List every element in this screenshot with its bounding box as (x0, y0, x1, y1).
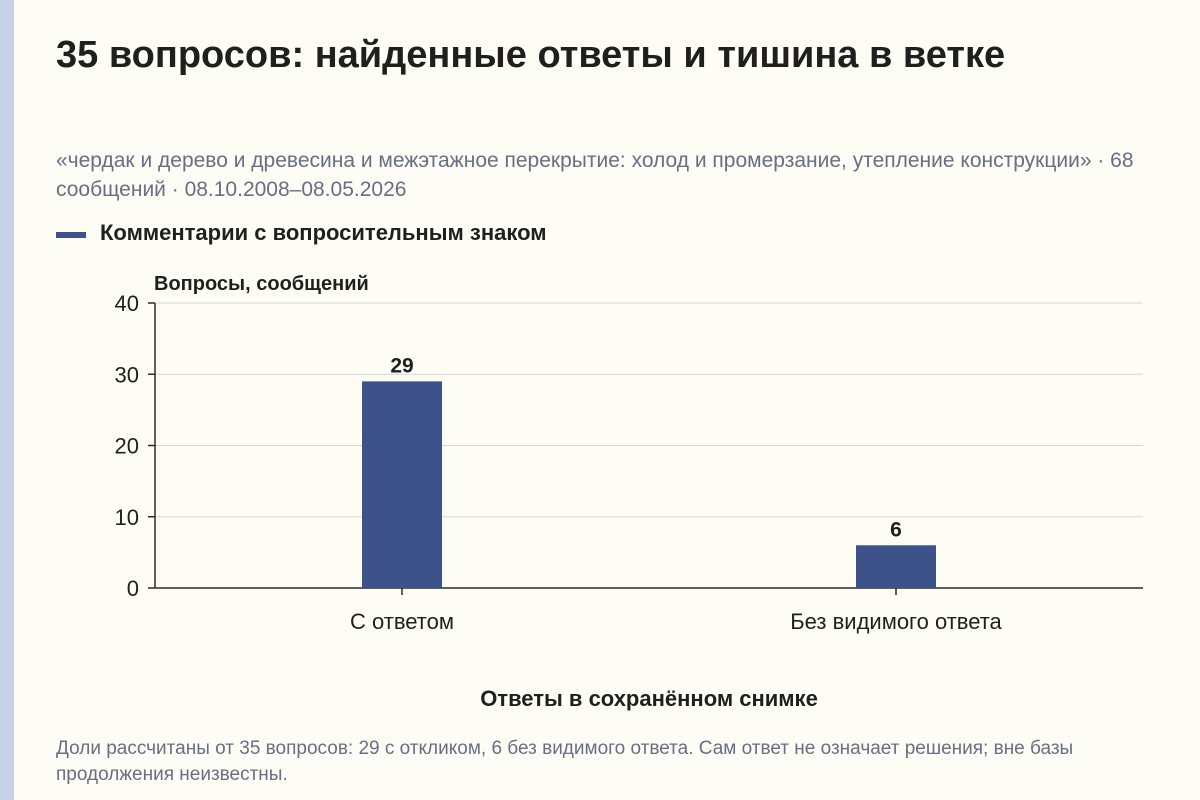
y-tick-label: 10 (115, 505, 139, 530)
bar (856, 545, 936, 588)
legend-label: Комментарии с вопросительным знаком (100, 220, 547, 245)
footnote: Доли рассчитаны от 35 вопросов: 29 с отк… (56, 738, 1074, 785)
y-tick-label: 40 (115, 291, 139, 316)
chart-title: 35 вопросов: найденные ответы и тишина в… (56, 34, 1006, 76)
legend-swatch (56, 232, 86, 238)
y-tick-label: 30 (115, 362, 139, 387)
left-accent-stripe (0, 0, 14, 800)
y-tick-label: 20 (115, 434, 139, 459)
legend: Комментарии с вопросительным знаком (56, 219, 547, 247)
data-label: 6 (890, 518, 902, 541)
y-axis-label: Вопросы, сообщений (154, 273, 369, 295)
data-label: 29 (390, 354, 413, 377)
y-tick-label: 0 (127, 576, 139, 601)
x-axis-label: Ответы в сохранённом снимке (480, 686, 818, 711)
x-tick-label: Без видимого ответа (790, 609, 1002, 634)
x-tick-label: С ответом (350, 609, 454, 634)
chart-subtitle: «чердак и дерево и древесина и межэтажно… (56, 149, 1134, 201)
bar (362, 381, 442, 588)
